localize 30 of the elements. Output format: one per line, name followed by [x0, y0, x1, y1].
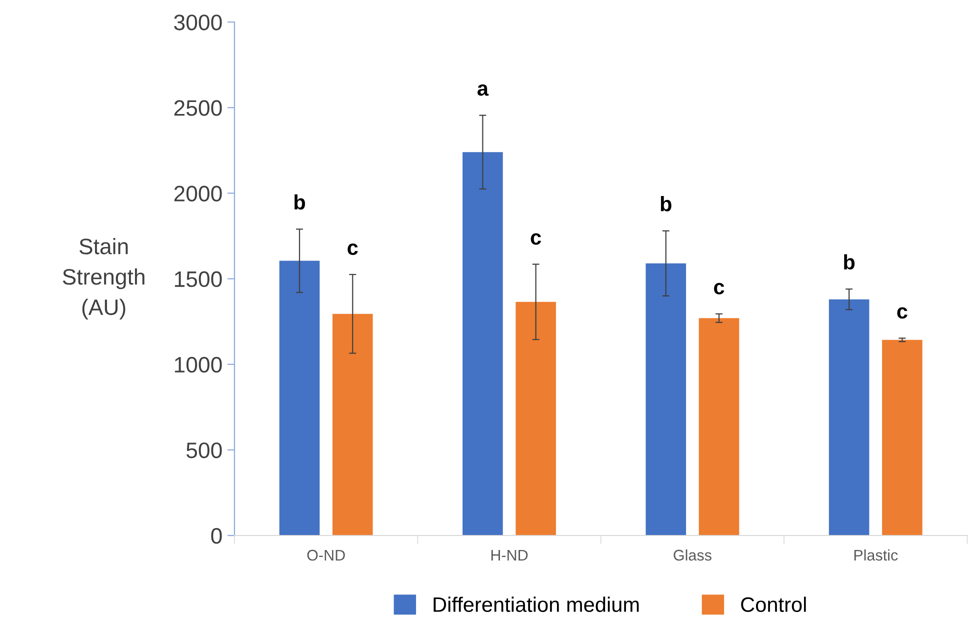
x-tick-label: Plastic	[854, 549, 898, 561]
bar	[828, 299, 870, 536]
data-label: c	[530, 233, 542, 245]
data-label: c	[714, 282, 724, 294]
bar	[332, 314, 373, 536]
legend-label: Differentiation medium	[434, 596, 639, 612]
bar	[516, 302, 556, 536]
data-label: c	[897, 307, 908, 319]
y-tick-label: 0	[211, 528, 222, 544]
y-tick-label: 3000	[174, 14, 222, 30]
y-axis-title: Stain Strength (AU)	[62, 238, 144, 320]
bar	[279, 260, 320, 536]
x-tick-label: O-ND	[307, 550, 345, 561]
y-tick-label: 1000	[174, 356, 222, 373]
data-label: b	[294, 194, 306, 210]
x-tick-label: Glass	[674, 549, 712, 561]
bar	[646, 263, 686, 536]
bar	[698, 318, 740, 536]
data-label: c	[348, 244, 358, 255]
data-label: a	[478, 84, 489, 96]
y-tick-label: 2500	[174, 100, 222, 116]
data-label: b	[844, 254, 855, 270]
x-tick-label: H-ND	[491, 550, 528, 560]
data-label: b	[660, 196, 672, 212]
legend-label: Control	[741, 596, 806, 612]
y-tick-label: 1500	[174, 271, 222, 288]
bar	[462, 152, 503, 536]
y-tick-label: 500	[186, 442, 222, 458]
y-tick-label: 2000	[174, 186, 222, 202]
bar	[882, 340, 922, 536]
